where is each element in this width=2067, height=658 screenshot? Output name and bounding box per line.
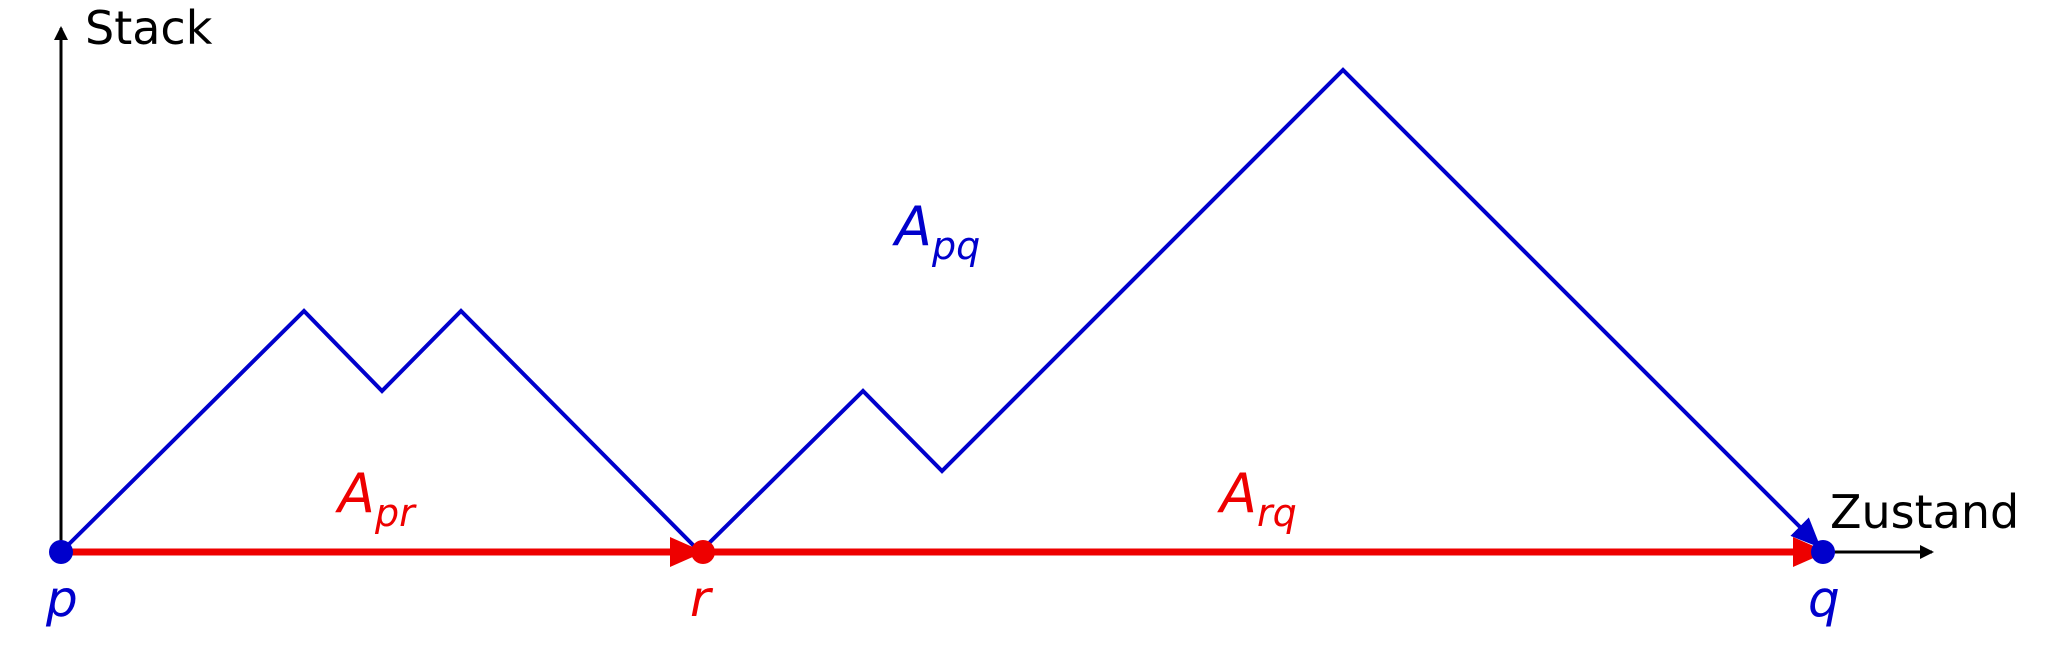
stack-path-pq (59, 67, 1821, 555)
label-a-rq-main: A (1217, 462, 1257, 525)
label-a-rq-sub: rq (1257, 491, 1297, 535)
point-q-dot (1811, 540, 1835, 564)
point-r-dot (691, 540, 715, 564)
label-a-pr: Apr (335, 462, 417, 535)
y-axis-label: Stack (85, 1, 213, 55)
label-a-pr-sub: pr (374, 491, 417, 535)
label-a-pq: Apq (892, 195, 980, 268)
label-a-rq: Arq (1217, 462, 1297, 535)
x-axis-label: Zustand (1830, 485, 2019, 539)
point-p-label: p (45, 570, 78, 628)
label-a-pr-main: A (335, 462, 375, 525)
point-p-dot (49, 540, 73, 564)
label-a-pq-main: A (892, 195, 932, 258)
label-a-pq-sub: pq (931, 224, 980, 268)
point-r-label: r (690, 570, 714, 628)
point-q-label: q (1808, 570, 1840, 628)
